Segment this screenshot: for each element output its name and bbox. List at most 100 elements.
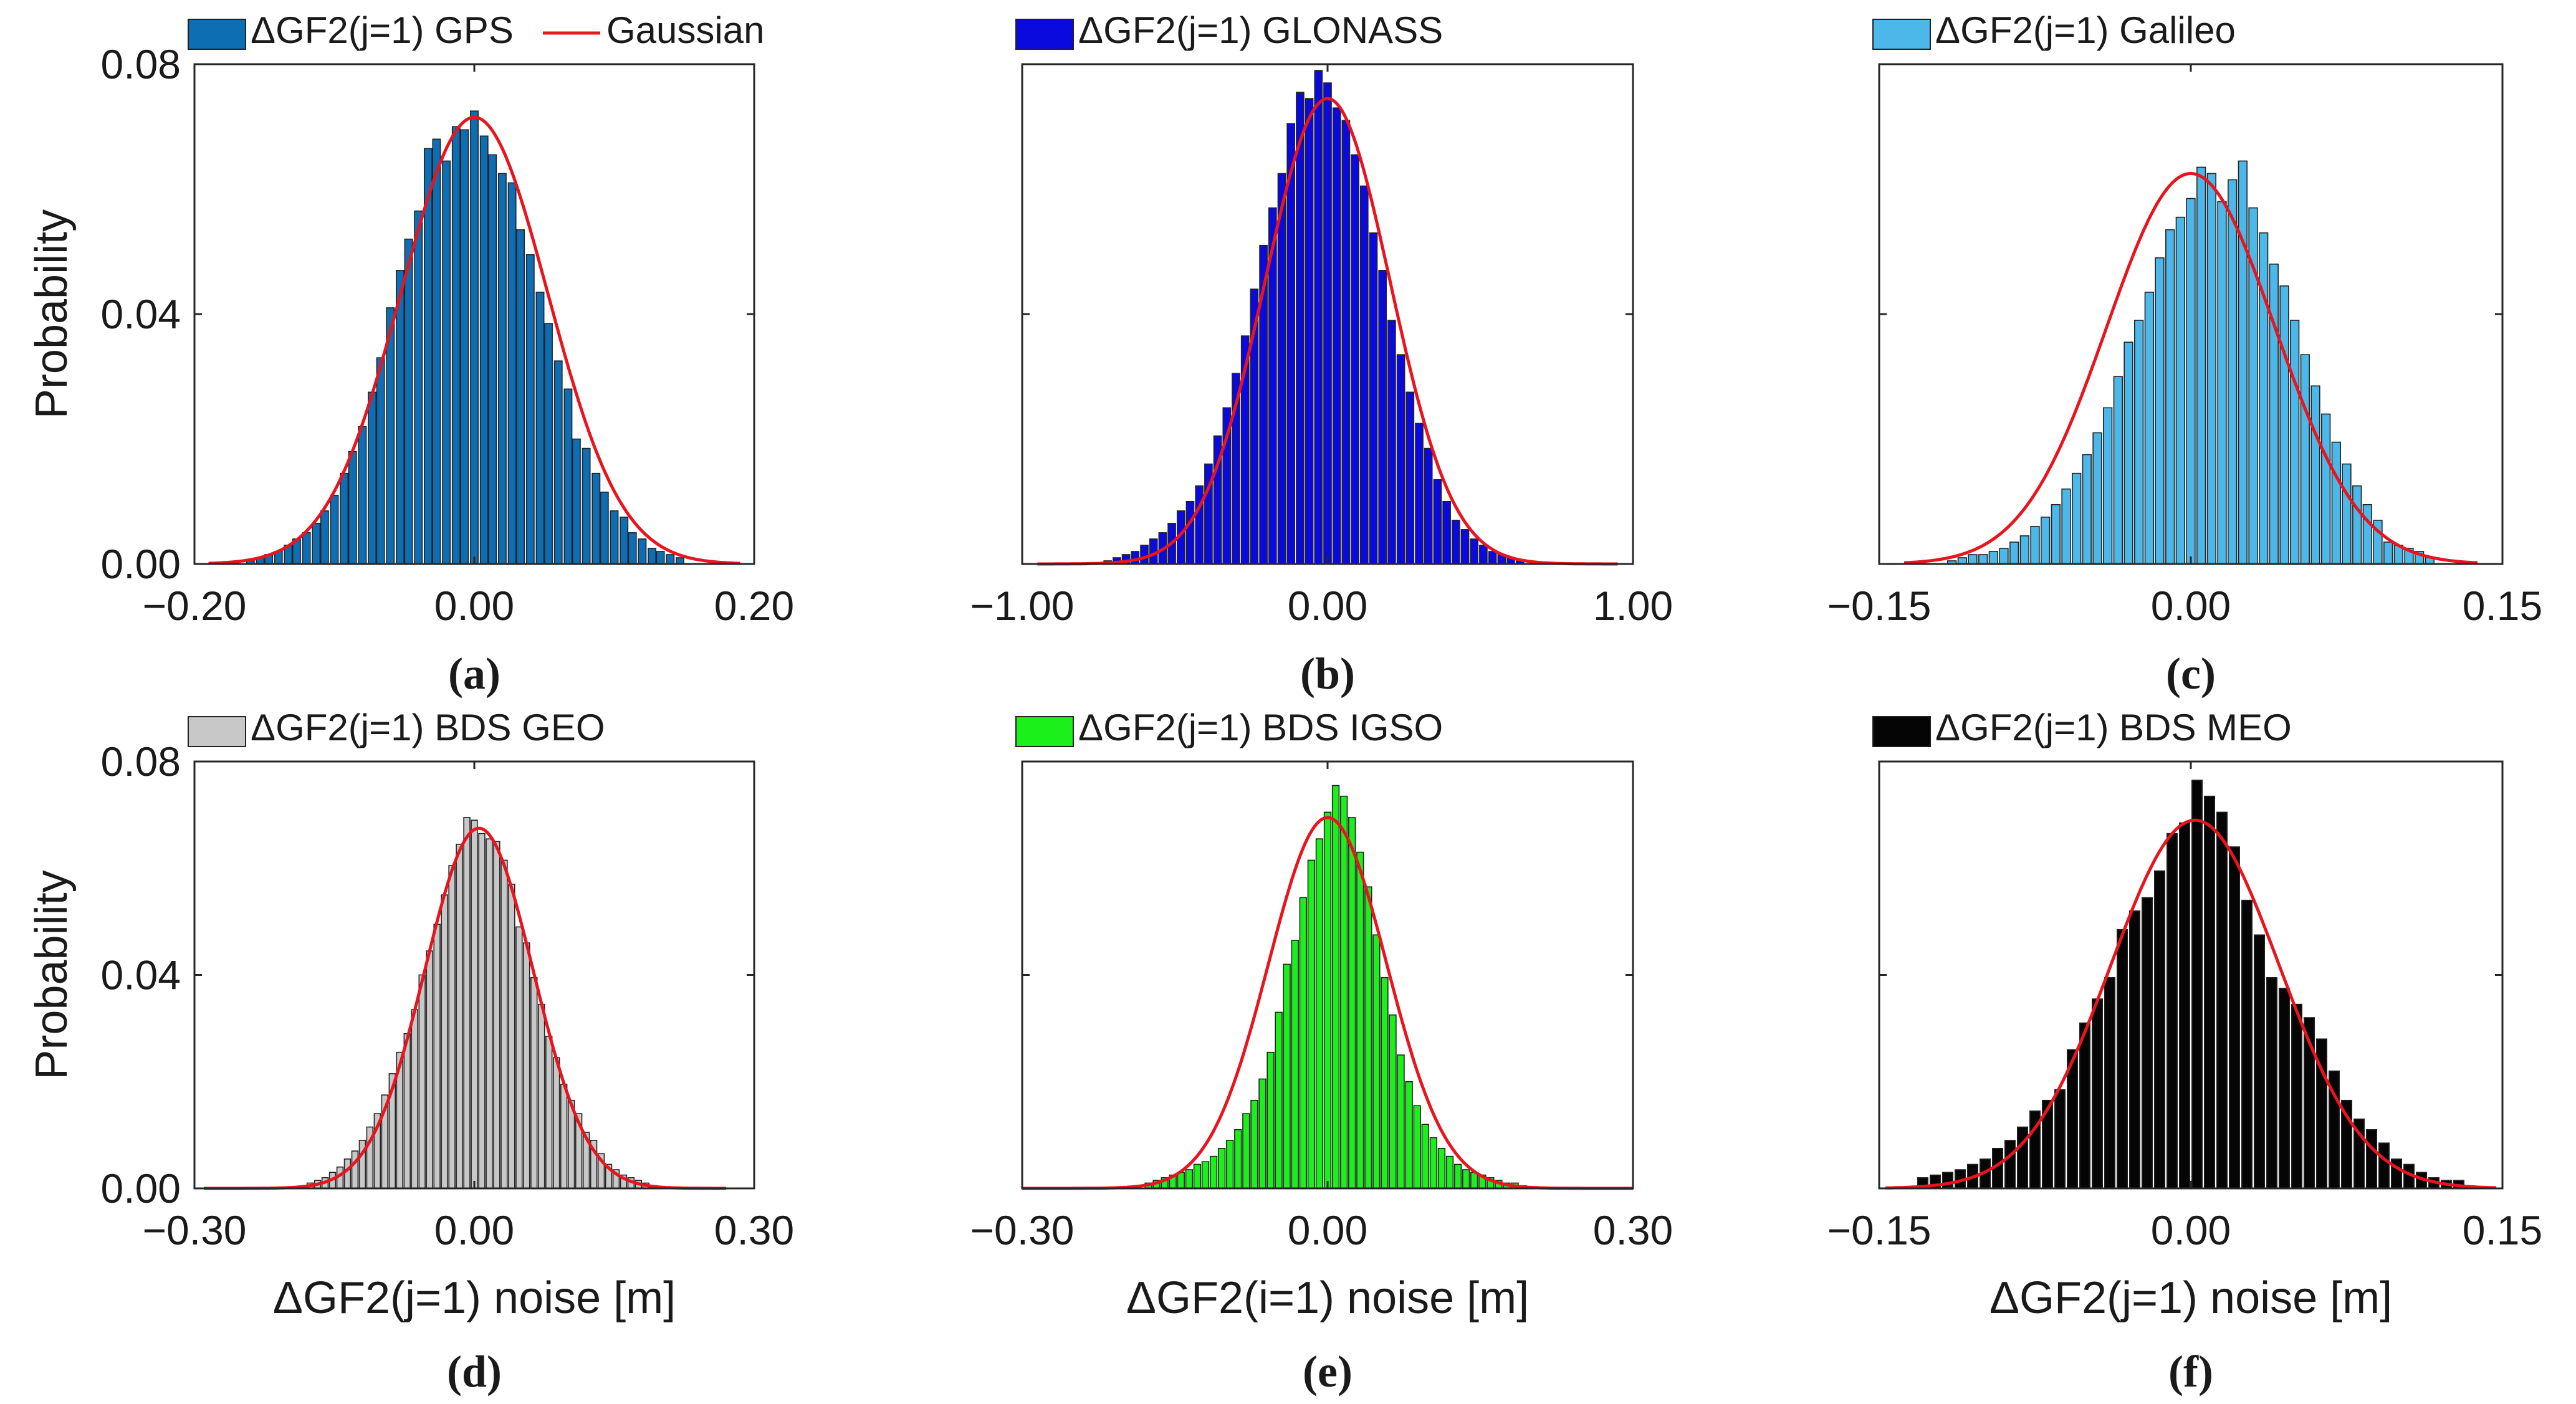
histogram-bars: [1103, 70, 1525, 565]
histogram-bars: [306, 817, 658, 1189]
histogram-bar: [1291, 940, 1299, 1189]
histogram-bar: [1323, 82, 1332, 565]
histogram-bar: [516, 229, 525, 565]
histogram-bar: [523, 942, 530, 1189]
x-tick-label: 1.00: [1593, 583, 1673, 629]
histogram-bar: [1296, 92, 1305, 565]
x-tick-label: −1.00: [970, 583, 1075, 629]
histogram-bar: [600, 491, 609, 565]
histogram-bar: [2134, 320, 2144, 565]
histogram-bar: [1341, 120, 1351, 565]
legend: ΔGF2(j=1) GLONASS: [1015, 9, 1443, 51]
histogram-bar: [1433, 479, 1442, 565]
legend-label: ΔGF2(j=1) BDS GEO: [251, 707, 605, 748]
histogram-bar: [1378, 270, 1387, 565]
histogram-bar: [2004, 1140, 2016, 1189]
histogram-bars: [1144, 785, 1527, 1189]
histogram-bar: [1437, 1147, 1446, 1189]
histogram-bar: [1364, 886, 1372, 1189]
x-tick-label: −0.15: [1827, 583, 1932, 629]
x-axis-label: ΔGF2(i=1) noise [m]: [1126, 1273, 1529, 1323]
histogram-bar: [404, 238, 413, 565]
legend-swatch-histogram: [1015, 716, 1074, 747]
histogram-bar: [1305, 98, 1314, 565]
plot-area: [1879, 762, 2502, 1188]
histogram-bar: [515, 926, 523, 1189]
x-tick-label: 0.00: [434, 1207, 514, 1253]
histogram-bar: [1283, 963, 1291, 1189]
histogram-bar: [1397, 1054, 1405, 1189]
histogram-bar: [1258, 1078, 1266, 1189]
histogram-bar: [460, 129, 469, 565]
histogram-bar: [1405, 391, 1415, 565]
histogram-bar: [432, 138, 441, 565]
gaussian-fit-line: [208, 115, 740, 565]
histogram-bar: [1479, 545, 1488, 565]
histogram-bar: [544, 323, 553, 565]
histogram-bar: [1942, 1172, 1954, 1189]
histogram-bar: [2229, 846, 2241, 1189]
histogram-bars: [1917, 780, 2465, 1189]
legend-label: ΔGF2(j=1) GLONASS: [1078, 9, 1443, 51]
gaussian-fit-line: [1022, 816, 1633, 1190]
histogram-bar: [411, 1009, 418, 1189]
histogram-bar: [1234, 1129, 1242, 1189]
histogram-bar: [552, 1057, 560, 1189]
legend: ΔGF2(j=1) BDS MEO: [1872, 707, 2292, 748]
histogram-bar: [2103, 407, 2113, 565]
histogram-bar: [2279, 988, 2291, 1189]
histogram-bar: [2061, 488, 2071, 565]
panel-label: (d): [447, 1347, 502, 1397]
panel-label: (b): [1300, 649, 1355, 699]
legend-label: ΔGF2(j=1) Galileo: [1935, 9, 2236, 51]
chart-panel-4: −0.30 0.00 0.300.000.040.08ProbabilityΔGF2…: [27, 707, 794, 1397]
histogram-bar: [582, 447, 591, 565]
legend-swatch-histogram: [1872, 19, 1931, 50]
histogram-bar: [2051, 504, 2061, 565]
histogram-bar: [2142, 897, 2153, 1189]
panel-label: (f): [2168, 1347, 2213, 1397]
histogram-bar: [2129, 910, 2141, 1189]
histogram-bar: [433, 924, 441, 1189]
y-tick-label: 0.04: [101, 291, 181, 337]
histogram-bar: [1323, 811, 1332, 1189]
histogram-bar: [2017, 1126, 2029, 1189]
x-tick-label: 0.00: [434, 583, 514, 629]
histogram-bar: [572, 438, 581, 565]
histogram-bar: [2206, 173, 2216, 565]
histogram-bar: [2291, 1003, 2303, 1189]
histogram-bar: [2300, 354, 2310, 565]
legend-swatch-histogram: [188, 716, 246, 747]
histogram-bar: [1999, 548, 2009, 565]
histogram-bar: [676, 557, 684, 565]
histogram-bar: [330, 494, 339, 565]
histogram-bar: [1453, 1163, 1462, 1189]
histogram-bar: [368, 391, 377, 565]
histogram-bar: [1242, 1113, 1250, 1189]
chart-panel-3: −0.15 0.00 0.15 ΔGF2(j=1) Galileo (c): [1827, 9, 2543, 699]
chart-panel-6: −0.15 0.00 0.15 ΔGF2(j=1) noise [m] ΔGF2(j=1…: [1827, 707, 2543, 1397]
histogram-bar: [1442, 500, 1451, 565]
histogram-bar: [302, 532, 311, 565]
histogram-bar: [442, 160, 451, 565]
histogram-bar: [2041, 517, 2051, 565]
x-tick-label: 0.20: [714, 583, 794, 629]
histogram-bar: [376, 357, 385, 565]
histogram-bar: [507, 182, 517, 565]
histogram-bar: [1140, 545, 1149, 565]
histogram-bar: [2155, 257, 2165, 565]
histogram-bar: [2290, 320, 2300, 565]
histogram-bar: [560, 1084, 568, 1189]
histogram-bar: [2117, 929, 2128, 1189]
histogram-bar: [2144, 292, 2154, 565]
histogram-bar: [1331, 785, 1340, 1189]
histogram-bar: [426, 950, 433, 1189]
histogram-bar: [535, 292, 545, 565]
histogram-bar: [1462, 1169, 1470, 1189]
histogram-bar: [1356, 851, 1364, 1189]
histogram-bar: [2254, 934, 2266, 1189]
histogram-bar: [1957, 557, 1967, 565]
histogram-bar: [486, 838, 493, 1189]
histogram-bar: [448, 865, 456, 1189]
histogram-bar: [666, 554, 675, 565]
